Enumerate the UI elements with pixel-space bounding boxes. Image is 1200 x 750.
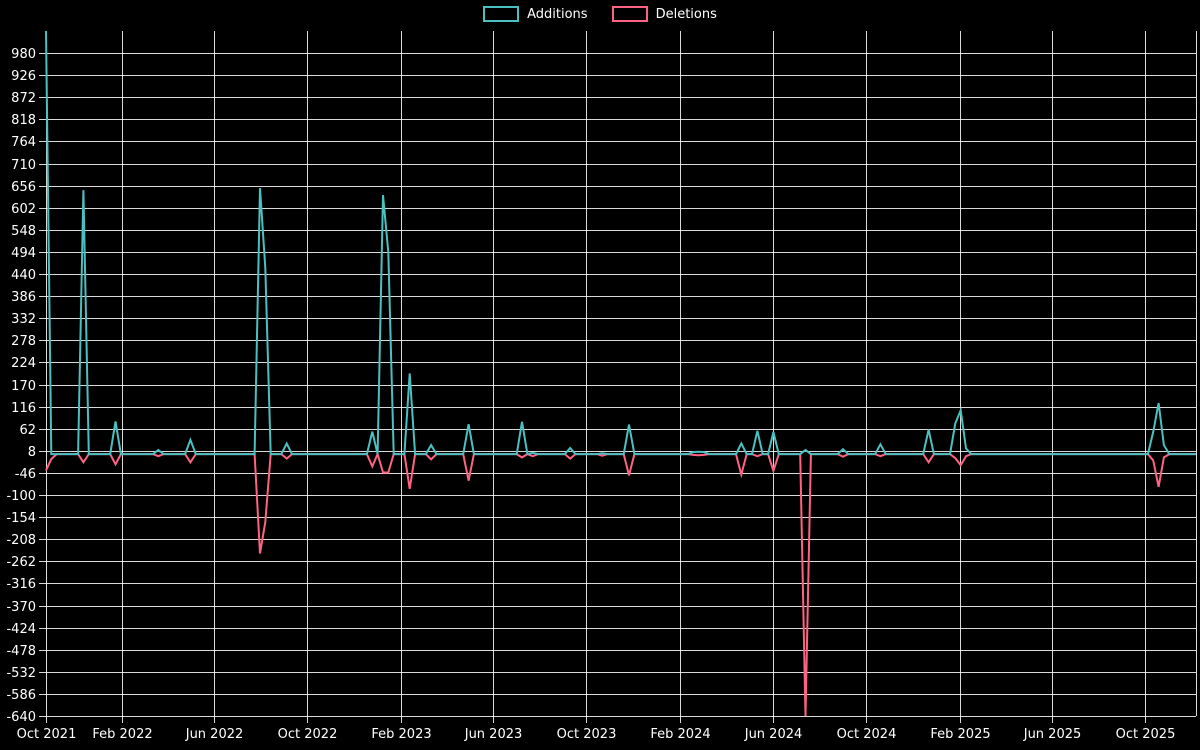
svg-text:-424: -424 xyxy=(6,622,36,637)
svg-text:Oct 2025: Oct 2025 xyxy=(1116,727,1176,742)
legend-label-additions: Additions xyxy=(527,6,588,22)
svg-text:Oct 2021: Oct 2021 xyxy=(17,727,77,742)
svg-text:440: 440 xyxy=(11,268,36,283)
svg-text:926: 926 xyxy=(11,69,36,84)
svg-text:-586: -586 xyxy=(6,688,36,703)
svg-text:602: 602 xyxy=(11,202,36,217)
svg-text:872: 872 xyxy=(11,91,36,106)
svg-text:Jun 2024: Jun 2024 xyxy=(744,727,803,742)
legend: Additions Deletions xyxy=(0,6,1200,22)
svg-text:Feb 2022: Feb 2022 xyxy=(92,727,152,742)
svg-text:-532: -532 xyxy=(6,666,36,681)
svg-text:332: 332 xyxy=(11,312,36,327)
svg-text:Oct 2023: Oct 2023 xyxy=(557,727,617,742)
legend-item-deletions[interactable]: Deletions xyxy=(611,6,717,22)
legend-swatch-additions xyxy=(483,6,520,22)
svg-text:8: 8 xyxy=(28,445,36,460)
svg-text:656: 656 xyxy=(11,180,36,195)
svg-text:-46: -46 xyxy=(15,467,36,482)
svg-text:-370: -370 xyxy=(6,600,36,615)
svg-text:-208: -208 xyxy=(6,533,36,548)
svg-text:548: 548 xyxy=(11,224,36,239)
svg-text:818: 818 xyxy=(11,113,36,128)
svg-text:116: 116 xyxy=(11,401,36,416)
svg-text:Jun 2025: Jun 2025 xyxy=(1023,727,1082,742)
svg-text:-478: -478 xyxy=(6,644,36,659)
svg-text:278: 278 xyxy=(11,334,36,349)
legend-swatch-deletions xyxy=(611,6,648,22)
svg-text:710: 710 xyxy=(11,158,36,173)
svg-text:-154: -154 xyxy=(6,511,36,526)
svg-text:Feb 2023: Feb 2023 xyxy=(371,727,431,742)
svg-text:494: 494 xyxy=(11,246,36,261)
svg-text:386: 386 xyxy=(11,290,36,305)
svg-text:-262: -262 xyxy=(6,555,36,570)
svg-text:62: 62 xyxy=(19,423,36,438)
svg-text:-100: -100 xyxy=(6,489,36,504)
svg-text:-316: -316 xyxy=(6,577,36,592)
svg-text:764: 764 xyxy=(11,135,36,150)
svg-text:Jun 2022: Jun 2022 xyxy=(185,727,244,742)
svg-text:-640: -640 xyxy=(6,710,36,725)
svg-text:170: 170 xyxy=(11,379,36,394)
legend-item-additions[interactable]: Additions xyxy=(483,6,588,22)
legend-label-deletions: Deletions xyxy=(655,6,717,22)
svg-text:980: 980 xyxy=(11,47,36,62)
svg-text:Feb 2024: Feb 2024 xyxy=(650,727,710,742)
svg-text:Oct 2024: Oct 2024 xyxy=(837,727,897,742)
svg-text:Feb 2025: Feb 2025 xyxy=(930,727,990,742)
svg-text:224: 224 xyxy=(11,356,36,371)
svg-text:Oct 2022: Oct 2022 xyxy=(278,727,338,742)
svg-text:Jun 2023: Jun 2023 xyxy=(464,727,523,742)
